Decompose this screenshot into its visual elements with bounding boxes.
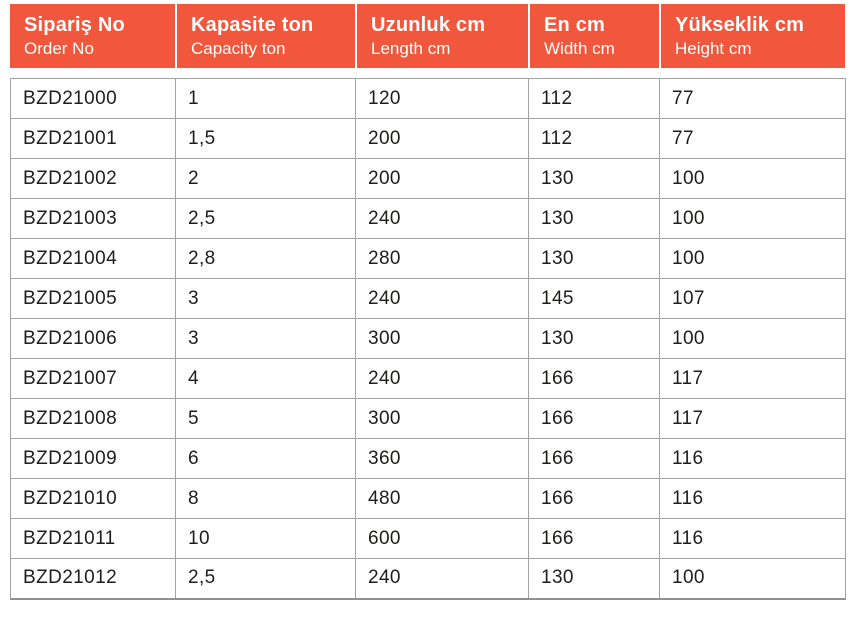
table-cell: 116 xyxy=(659,518,846,559)
table-cell: 100 xyxy=(659,558,846,599)
table-cell: BZD21012 xyxy=(10,558,176,599)
table-cell: 280 xyxy=(355,238,529,279)
table-cell: 200 xyxy=(355,118,529,159)
table-cell: 240 xyxy=(355,278,529,319)
table-cell: 166 xyxy=(528,478,660,519)
table-cell: 2,5 xyxy=(175,198,356,239)
header-title: Kapasite ton xyxy=(191,14,314,36)
table-row: BZD21002 2 200 130 100 xyxy=(10,158,846,199)
table-row: BZD21009 6 360 166 116 xyxy=(10,438,846,479)
table-cell: 1,5 xyxy=(175,118,356,159)
table-cell: 112 xyxy=(528,78,660,119)
table-cell: 145 xyxy=(528,278,660,319)
table-cell: 166 xyxy=(528,398,660,439)
table-cell: 166 xyxy=(528,518,660,559)
table-row: BZD21010 8 480 166 116 xyxy=(10,478,846,519)
table-cell: 240 xyxy=(355,198,529,239)
table-cell: 166 xyxy=(528,358,660,399)
table-cell: BZD21007 xyxy=(10,358,176,399)
table-row: BZD21003 2,5 240 130 100 xyxy=(10,198,846,239)
table-cell: 300 xyxy=(355,318,529,359)
table-cell: 116 xyxy=(659,438,846,479)
table-row: BZD21004 2,8 280 130 100 xyxy=(10,238,846,279)
table-cell: BZD21006 xyxy=(10,318,176,359)
table-cell: 240 xyxy=(355,358,529,399)
header-subtitle: Capacity ton xyxy=(191,39,286,58)
table-cell: BZD21008 xyxy=(10,398,176,439)
table-cell: 130 xyxy=(528,238,660,279)
table-body: BZD21000 1 120 112 77 BZD21001 1,5 200 112 77 BZD2… xyxy=(10,78,846,600)
table-cell: BZD21011 xyxy=(10,518,176,559)
header-title: Yükseklik cm xyxy=(675,14,805,36)
table-cell: 3 xyxy=(175,278,356,319)
table-cell: 117 xyxy=(659,358,846,399)
table-cell: 240 xyxy=(355,558,529,599)
table-cell: 130 xyxy=(528,318,660,359)
table-row: BZD21012 2,5 240 130 100 xyxy=(10,558,846,599)
table-cell: BZD21003 xyxy=(10,198,176,239)
table-cell: 100 xyxy=(659,238,846,279)
table-row: BZD21007 4 240 166 117 xyxy=(10,358,846,399)
table-cell: 2,8 xyxy=(175,238,356,279)
table-cell: 2 xyxy=(175,158,356,199)
table-cell: 130 xyxy=(528,198,660,239)
table-cell: 300 xyxy=(355,398,529,439)
table-cell: 166 xyxy=(528,438,660,479)
table-cell: 2,5 xyxy=(175,558,356,599)
header-subtitle: Width cm xyxy=(544,39,615,58)
header-cell-1: Kapasite ton Capacity ton xyxy=(175,4,355,68)
table-row: BZD21000 1 120 112 77 xyxy=(10,78,846,119)
table-body-rows: BZD21000 1 120 112 77 BZD21001 1,5 200 112 77 BZD2… xyxy=(10,78,846,599)
table-cell: 77 xyxy=(659,118,846,159)
header-subtitle: Order No xyxy=(24,39,94,58)
header-cell-3: En cm Width cm xyxy=(528,4,659,68)
table-cell: 116 xyxy=(659,478,846,519)
header-subtitle: Length cm xyxy=(371,39,451,58)
table-row: BZD21006 3 300 130 100 xyxy=(10,318,846,359)
table-row: BZD21001 1,5 200 112 77 xyxy=(10,118,846,159)
table-cell: 600 xyxy=(355,518,529,559)
table-cell: 100 xyxy=(659,198,846,239)
table-cell: BZD21002 xyxy=(10,158,176,199)
table-header-row: Sipariş No Order No Kapasite ton Capacity t… xyxy=(10,4,845,68)
header-title: Uzunluk cm xyxy=(371,14,486,36)
table-cell: BZD21005 xyxy=(10,278,176,319)
header-title: En cm xyxy=(544,14,606,36)
table-cell: 10 xyxy=(175,518,356,559)
product-spec-table: Sipariş No Order No Kapasite ton Capacity t… xyxy=(10,4,846,600)
table-cell: 4 xyxy=(175,358,356,399)
table-cell: 77 xyxy=(659,78,846,119)
table-cell: BZD21000 xyxy=(10,78,176,119)
table-cell: 3 xyxy=(175,318,356,359)
table-row: BZD21008 5 300 166 117 xyxy=(10,398,846,439)
table-row: BZD21011 10 600 166 116 xyxy=(10,518,846,559)
table-cell: 130 xyxy=(528,158,660,199)
table-cell: 120 xyxy=(355,78,529,119)
table-cell: 100 xyxy=(659,158,846,199)
table-cell: 200 xyxy=(355,158,529,199)
table-cell: 1 xyxy=(175,78,356,119)
table-cell: BZD21001 xyxy=(10,118,176,159)
table-row: BZD21005 3 240 145 107 xyxy=(10,278,846,319)
table-cell: 5 xyxy=(175,398,356,439)
header-title: Sipariş No xyxy=(24,14,125,36)
header-cell-2: Uzunluk cm Length cm xyxy=(355,4,528,68)
table-cell: 117 xyxy=(659,398,846,439)
table-cell: BZD21009 xyxy=(10,438,176,479)
table-cell: 360 xyxy=(355,438,529,479)
table-cell: 107 xyxy=(659,278,846,319)
header-cell-4: Yükseklik cm Height cm xyxy=(659,4,845,68)
table-cell: 8 xyxy=(175,478,356,519)
table-cell: BZD21004 xyxy=(10,238,176,279)
table-cell: 112 xyxy=(528,118,660,159)
table-cell: BZD21010 xyxy=(10,478,176,519)
table-cell: 480 xyxy=(355,478,529,519)
header-cell-0: Sipariş No Order No xyxy=(10,4,175,68)
header-subtitle: Height cm xyxy=(675,39,752,58)
table-cell: 100 xyxy=(659,318,846,359)
table-cell: 6 xyxy=(175,438,356,479)
table-cell: 130 xyxy=(528,558,660,599)
